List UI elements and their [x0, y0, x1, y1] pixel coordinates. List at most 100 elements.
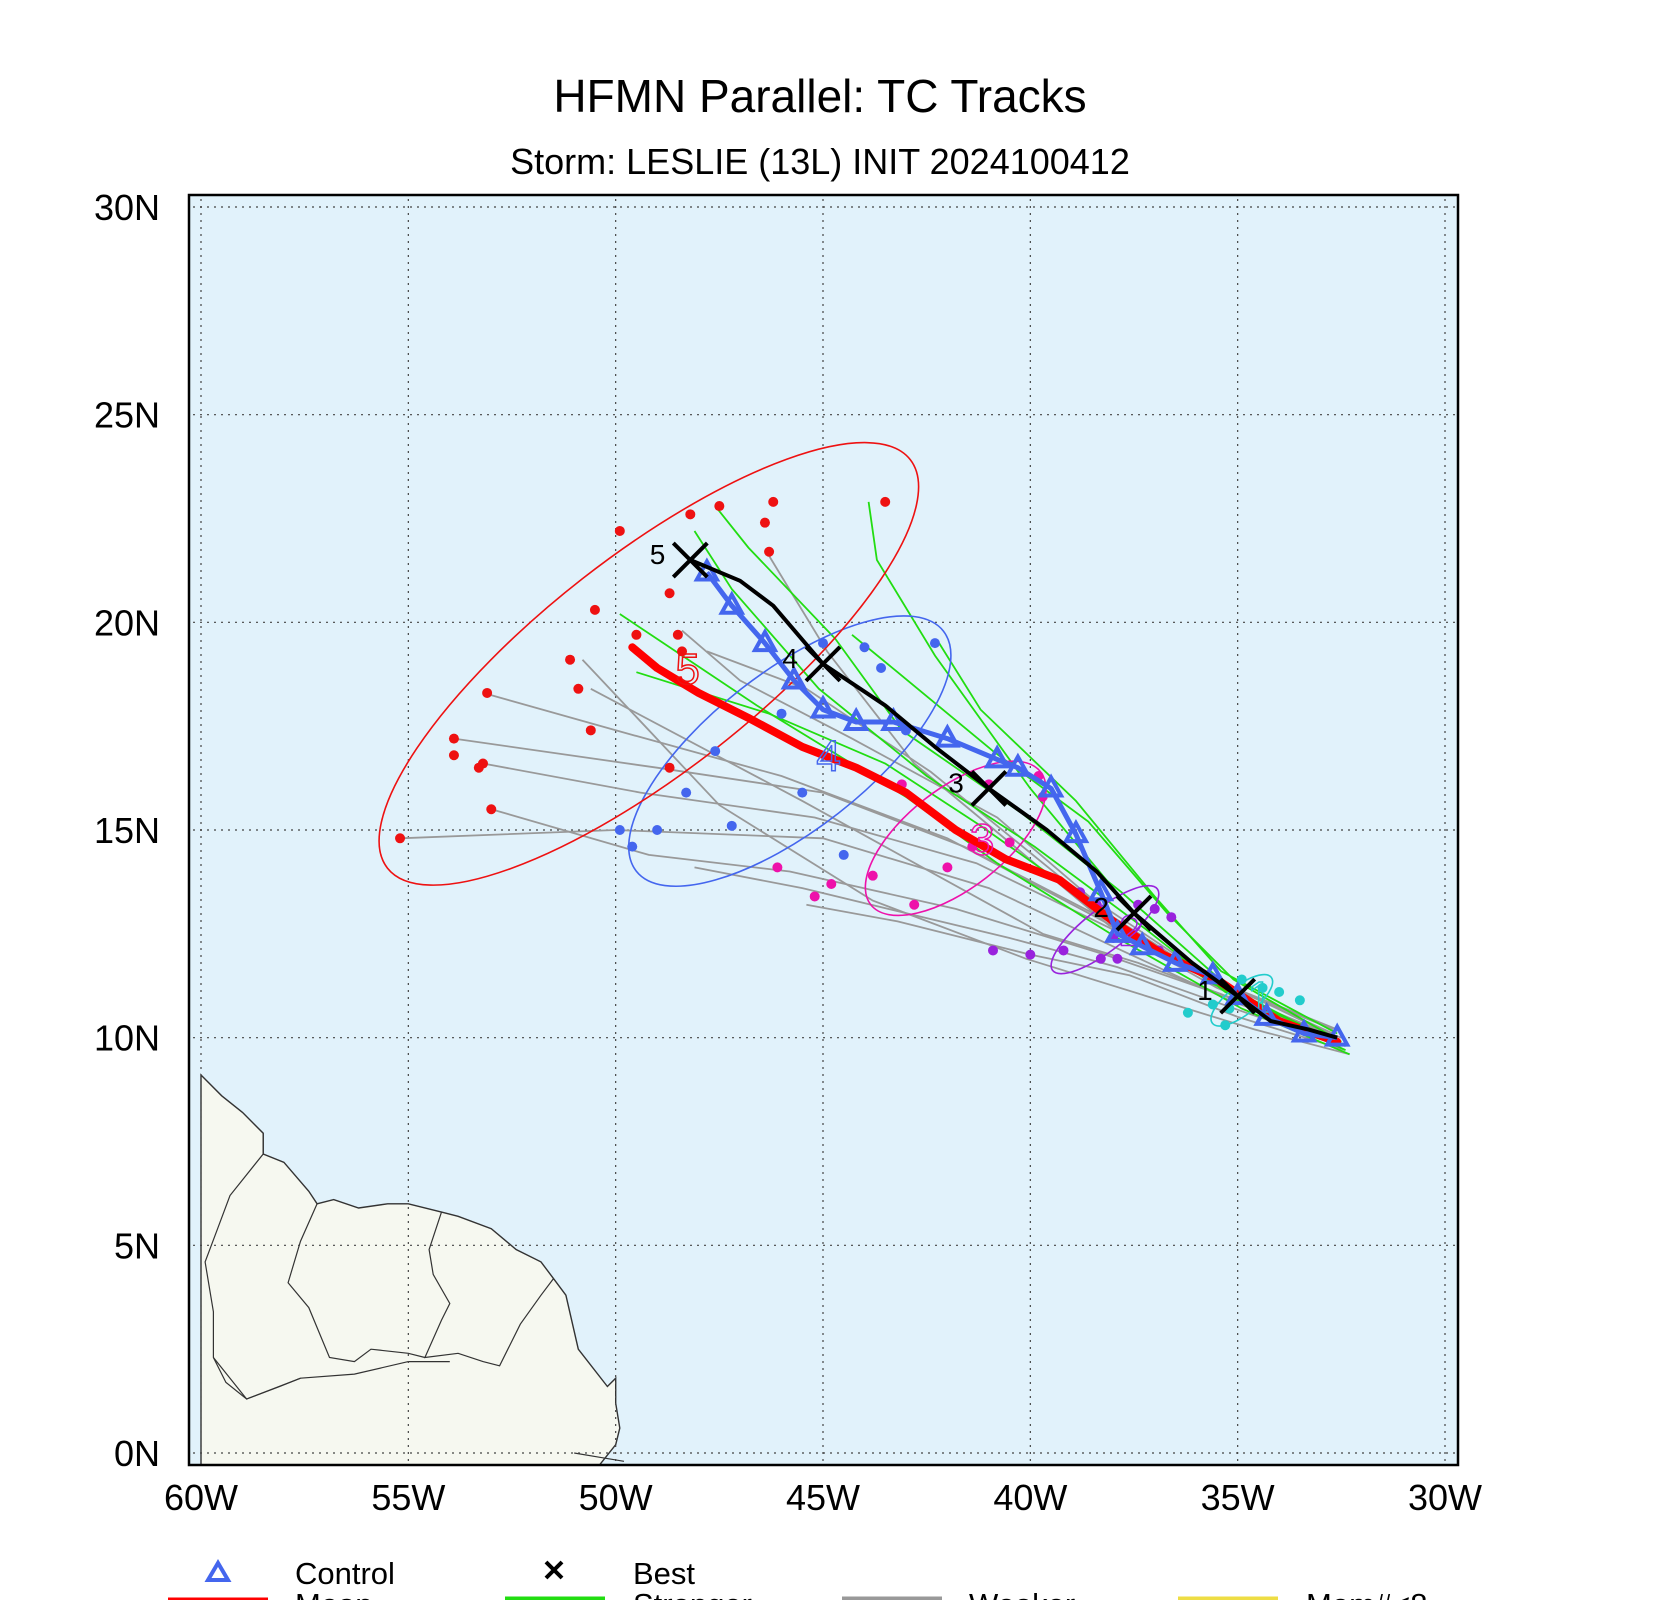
y-tick-label: 25N — [94, 395, 160, 436]
x-tick-label: 30W — [1408, 1477, 1482, 1518]
legend-label-best: Best — [633, 1556, 695, 1591]
forecast-position-day2 — [1149, 903, 1160, 914]
control-triangle-marker — [1087, 877, 1115, 902]
forecast-position-day5 — [482, 687, 493, 698]
control-triangle-marker — [751, 627, 779, 653]
best-track-day-label: 1 — [1197, 975, 1213, 1006]
forecast-position-day5 — [664, 762, 675, 773]
forecast-position-day3 — [1004, 837, 1015, 848]
weaker-member-track — [482, 762, 1338, 1039]
x-tick-label: 40W — [993, 1477, 1067, 1518]
forecast-position-day5 — [768, 496, 779, 507]
mean-day-marker: 3 — [970, 815, 994, 864]
best-track-day-label: 4 — [782, 643, 798, 674]
control-triangle-marker — [780, 665, 808, 690]
forecast-position-day1 — [1274, 986, 1285, 997]
forecast-position-day4 — [797, 787, 808, 798]
legend-item-weaker: Weaker — [842, 1587, 1075, 1600]
x-tick-label: 55W — [371, 1477, 445, 1518]
y-tick-label: 10N — [94, 1018, 160, 1059]
forecast-position-day5 — [880, 496, 891, 507]
forecast-position-day4 — [818, 638, 828, 649]
forecast-position-day1 — [1294, 995, 1305, 1006]
forecast-position-day3 — [772, 862, 783, 873]
y-tick-label: 20N — [94, 602, 160, 643]
best-track — [689, 558, 1338, 1040]
forecast-position-day4 — [776, 708, 787, 719]
stronger-member-track — [619, 613, 1350, 1056]
legend-item-stronger: Stronger — [505, 1587, 752, 1600]
forecast-position-day4 — [859, 642, 870, 653]
forecast-position-day2 — [1166, 912, 1177, 923]
x-tick-label: 35W — [1201, 1477, 1275, 1518]
legend: Control Best Mean Stronger Weaker Mem#<8 — [168, 1556, 1427, 1600]
forecast-position-day4 — [652, 825, 663, 835]
legend-label-mean: Mean — [295, 1587, 373, 1600]
forecast-position-day5 — [672, 629, 683, 640]
best-track-x-marker — [671, 541, 709, 579]
country-border — [287, 1203, 426, 1363]
legend-item-mean: Mean — [168, 1587, 373, 1600]
forecast-position-day1 — [1220, 1020, 1231, 1031]
forecast-position-day1 — [1236, 974, 1247, 985]
forecast-position-day2 — [988, 945, 999, 956]
forecast-position-day1 — [1257, 982, 1268, 993]
mean-day-marker: 5 — [675, 645, 699, 694]
y-tick-label: 30N — [94, 187, 160, 228]
control-triangle-marker — [1128, 931, 1156, 956]
forecast-position-day5 — [664, 588, 675, 599]
forecast-position-day5 — [677, 646, 688, 657]
forecast-position-day3 — [826, 878, 837, 889]
y-axis-tick-labels: 0N 5N 10N 15N 20N 25N 30N — [94, 187, 160, 1474]
control-triangle-marker — [880, 706, 907, 732]
best-track-day-label: 2 — [1093, 892, 1109, 923]
legend-label-control: Control — [295, 1556, 395, 1591]
y-tick-label: 15N — [94, 810, 160, 851]
forecast-position-day5 — [714, 501, 725, 512]
control-triangle-marker — [1037, 773, 1065, 798]
country-border — [212, 1357, 450, 1400]
mean-day-marker: 4 — [816, 732, 840, 781]
forecast-position-day3 — [942, 862, 953, 873]
control-triangle-marker — [809, 694, 837, 719]
control-triangle-marker — [934, 723, 961, 748]
forecast-position-day5 — [473, 762, 484, 773]
legend-control-triangle-icon — [204, 1559, 232, 1582]
forecast-position-day3 — [809, 891, 820, 902]
forecast-position-day5 — [614, 525, 625, 536]
control-triangle-marker — [1004, 752, 1032, 777]
control-triangle-marker — [1062, 819, 1090, 844]
map-layer — [200, 1073, 625, 1465]
forecast-position-day3 — [867, 870, 878, 881]
y-tick-label: 5N — [114, 1225, 160, 1266]
forecast-position-day5 — [685, 509, 696, 520]
forecast-position-day5 — [448, 733, 459, 744]
control-triangle-marker — [1104, 918, 1131, 943]
forecast-position-day5 — [585, 725, 596, 736]
stronger-member-track — [851, 634, 1342, 1043]
chart-title: HFMN Parallel: TC Tracks — [553, 70, 1086, 122]
uncertainty-ellipse-day4 — [627, 615, 952, 888]
forecast-position-day4 — [627, 841, 638, 852]
forecast-position-day2 — [1112, 953, 1123, 964]
legend-label-weaker: Weaker — [969, 1587, 1075, 1600]
chart-subtitle: Storm: LESLIE (13L) INIT 2024100412 — [510, 141, 1130, 182]
forecast-position-day4 — [614, 825, 625, 835]
forecast-position-day2 — [1058, 945, 1069, 956]
grid-lines — [189, 195, 1458, 1465]
country-border — [423, 1211, 554, 1367]
stronger-member-track — [867, 501, 1346, 1051]
control-triangle-marker — [842, 706, 870, 732]
x-tick-label: 45W — [786, 1477, 860, 1518]
plot-frame — [187, 193, 1460, 1467]
weaker-member-track — [581, 659, 1350, 1056]
forecast-position-day2 — [1025, 949, 1036, 960]
forecast-position-day5 — [759, 517, 770, 528]
forecast-position-day1 — [1207, 999, 1218, 1010]
forecast-position-day5 — [573, 683, 584, 694]
x-tick-label: 50W — [579, 1477, 653, 1518]
x-axis-tick-labels: 60W 55W 50W 45W 40W 35W 30W — [164, 1477, 1482, 1518]
forecast-position-day5 — [589, 604, 600, 615]
